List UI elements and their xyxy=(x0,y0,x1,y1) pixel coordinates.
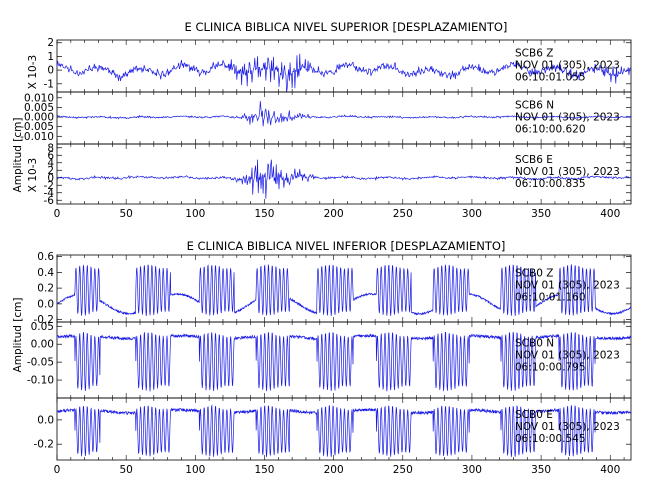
station-label-line: NOV 01 (305), 2023 xyxy=(515,349,620,361)
x-tick-label: 200 xyxy=(324,464,344,476)
y-tick-label: -0.05 xyxy=(27,357,54,369)
x-tick-label: 300 xyxy=(462,208,482,220)
station-label-line: SCB6 E xyxy=(515,154,553,166)
top-chart-title: E CLINICA BIBLICA NIVEL SUPERIOR [DESPLA… xyxy=(185,20,508,34)
top-chart: E CLINICA BIBLICA NIVEL SUPERIOR [DESPLA… xyxy=(12,20,632,220)
x-tick-label: 350 xyxy=(531,464,551,476)
seismic-trace xyxy=(57,159,631,199)
y-tick-label: 0.010 xyxy=(24,92,54,104)
top-chart-ylabel: Amplitud [cm] xyxy=(12,118,24,193)
x-tick-label: 150 xyxy=(254,464,274,476)
y-tick-label: 0.0 xyxy=(37,298,54,310)
top-x-axis-ticks: 0 50 100 150 200 250 300 350 400 xyxy=(54,208,621,220)
top-panel-e-multiplier: X 10-3 xyxy=(27,158,39,192)
x-tick-label: 150 xyxy=(254,208,274,220)
x-tick-label: 100 xyxy=(185,208,205,220)
y-tick-label: 0.2 xyxy=(37,283,54,295)
seismic-trace xyxy=(57,404,631,457)
y-tick-label: 4 xyxy=(47,157,54,169)
x-tick-label: 50 xyxy=(119,208,132,220)
bottom-chart: E CLINICA BIBLICA NIVEL INFERIOR [DESPLA… xyxy=(12,239,632,476)
x-tick-label: 300 xyxy=(462,464,482,476)
y-tick-label: -6 xyxy=(44,195,55,207)
y-tick-label: -2 xyxy=(44,180,54,192)
y-tick-label: -0.005 xyxy=(20,121,54,133)
y-tick-label: 0.0 xyxy=(37,414,54,426)
x-tick-label: 400 xyxy=(600,464,620,476)
station-label-line: 06:10:01.160 xyxy=(515,291,586,303)
seismic-trace xyxy=(57,331,631,392)
y-tick-label: 8 xyxy=(47,142,54,154)
station-label-line: 06:10:00.795 xyxy=(515,361,586,373)
station-label-line: NOV 01 (305), 2023 xyxy=(515,279,620,291)
station-label-line: NOV 01 (305), 2023 xyxy=(515,166,620,178)
x-tick-label: 250 xyxy=(393,208,413,220)
y-tick-label: 0 xyxy=(47,65,54,77)
station-label-line: 06:10:01.055 xyxy=(515,72,586,84)
seismic-trace xyxy=(57,53,631,92)
y-tick-label: -0.10 xyxy=(27,375,54,387)
station-label-line: 06:10:00.620 xyxy=(515,124,586,136)
station-label-line: SCB6 Z xyxy=(515,48,553,60)
y-tick-label: 0.6 xyxy=(37,251,54,263)
x-tick-label: 400 xyxy=(600,208,620,220)
station-label-line: 06:10:00.835 xyxy=(515,178,586,190)
y-tick-label: 2 xyxy=(47,37,54,49)
x-tick-label: 0 xyxy=(54,464,61,476)
station-label-line: SCB6 N xyxy=(515,100,554,112)
y-tick-label: 0.4 xyxy=(37,267,54,279)
station-label-line: SCB0 E xyxy=(515,409,553,421)
seismic-trace xyxy=(57,263,631,317)
station-label-line: NOV 01 (305), 2023 xyxy=(515,421,620,433)
y-tick-label: -1 xyxy=(44,78,54,90)
y-tick-label: 2 xyxy=(47,165,54,177)
station-label-line: NOV 01 (305), 2023 xyxy=(515,112,620,124)
y-tick-label: 0.00 xyxy=(31,339,54,351)
y-tick-label: -0.2 xyxy=(34,314,55,326)
x-tick-label: 100 xyxy=(185,464,205,476)
y-tick-label: 0.000 xyxy=(24,112,54,124)
bottom-chart-title: E CLINICA BIBLICA NIVEL INFERIOR [DESPLA… xyxy=(187,239,506,253)
y-tick-label: 6 xyxy=(47,150,54,162)
x-tick-label: 50 xyxy=(119,464,132,476)
station-label-line: SCB0 N xyxy=(515,337,554,349)
top-panel-z-multiplier: X 10-3 xyxy=(27,55,39,89)
y-tick-label: -4 xyxy=(44,187,55,199)
bottom-x-axis-ticks: 0 50 100 150 200 250 300 350 400 xyxy=(54,464,621,476)
x-tick-label: 250 xyxy=(393,464,413,476)
x-tick-label: 0 xyxy=(54,208,61,220)
seismic-trace xyxy=(57,101,631,127)
panel-frame xyxy=(56,143,632,205)
bottom-chart-ylabel: Amplitud [cm] xyxy=(12,298,24,373)
y-tick-label: 0.05 xyxy=(31,321,54,333)
panel-frame xyxy=(56,397,632,461)
y-tick-label: -0.2 xyxy=(34,439,55,451)
y-tick-label: 0.005 xyxy=(24,102,54,114)
y-tick-label: 0 xyxy=(47,172,54,184)
station-label-line: NOV 01 (305), 2023 xyxy=(515,60,620,72)
y-tick-label: -0.010 xyxy=(20,131,54,143)
station-label-line: SCB0 Z xyxy=(515,267,553,279)
x-tick-label: 200 xyxy=(324,208,344,220)
x-tick-label: 350 xyxy=(531,208,551,220)
y-tick-label: 1 xyxy=(47,51,54,63)
station-label-line: 06:10:00.545 xyxy=(515,433,586,445)
